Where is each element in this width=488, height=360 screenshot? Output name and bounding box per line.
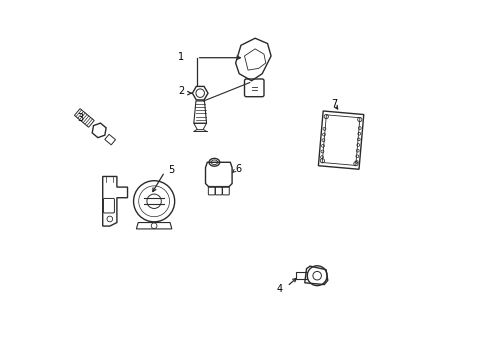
Text: 7: 7 — [331, 99, 337, 109]
Text: 6: 6 — [235, 165, 241, 174]
Text: 1: 1 — [178, 52, 184, 62]
Text: 3: 3 — [78, 113, 84, 123]
Text: 5: 5 — [168, 165, 174, 175]
Text: 2: 2 — [178, 86, 184, 96]
Text: 4: 4 — [276, 284, 282, 294]
